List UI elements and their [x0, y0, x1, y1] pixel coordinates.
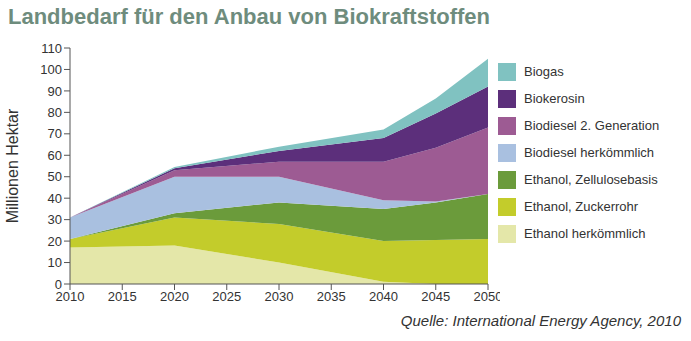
svg-text:2010: 2010 — [55, 289, 85, 305]
svg-text:2020: 2020 — [160, 289, 189, 304]
svg-text:2045: 2045 — [421, 289, 450, 304]
html-text:Ethanol herkömmlich: Ethanol herkömmlich — [524, 226, 646, 241]
html-text:Biogas: Biogas — [524, 64, 564, 79]
svg-text:100: 100 — [40, 62, 62, 77]
svg-text:80: 80 — [48, 105, 62, 120]
svg-text:2050: 2050 — [474, 289, 500, 304]
html-text:Ethanol, Zuckerrohr: Ethanol, Zuckerrohr — [524, 199, 639, 214]
svg-text:10: 10 — [48, 255, 62, 270]
svg-text:2025: 2025 — [212, 289, 241, 304]
html-text:Biodiesel 2. Generation: Biodiesel 2. Generation — [524, 118, 660, 133]
svg-text:20: 20 — [48, 234, 62, 249]
html-text:Ethanol, Zellulosebasis: Ethanol, Zellulosebasis — [524, 172, 658, 187]
html-text:Biodiesel herkömmlich: Biodiesel herkömmlich — [524, 145, 655, 160]
svg-text:2015: 2015 — [108, 289, 137, 304]
svg-text:60: 60 — [48, 148, 62, 163]
svg-text:0: 0 — [55, 277, 62, 292]
svg-text:70: 70 — [48, 126, 62, 141]
svg-text:Millionen Hektar: Millionen Hektar — [8, 108, 21, 223]
svg-text:40: 40 — [48, 191, 62, 206]
svg-text:90: 90 — [48, 84, 62, 99]
svg-text:2040: 2040 — [369, 289, 398, 304]
html-text:Biokerosin: Biokerosin — [524, 91, 585, 106]
svg-text:110: 110 — [41, 41, 62, 56]
svg-text:50: 50 — [48, 169, 62, 184]
html-text:Landbedarf für den Anbau von B: Landbedarf für den Anbau von Biokraftsto… — [8, 4, 490, 29]
html-text:Quelle: International Energy A: Quelle: International Energy Agency, 201… — [400, 312, 681, 329]
svg-text:2030: 2030 — [265, 289, 294, 304]
svg-text:30: 30 — [48, 212, 62, 227]
svg-text:2035: 2035 — [317, 289, 346, 304]
